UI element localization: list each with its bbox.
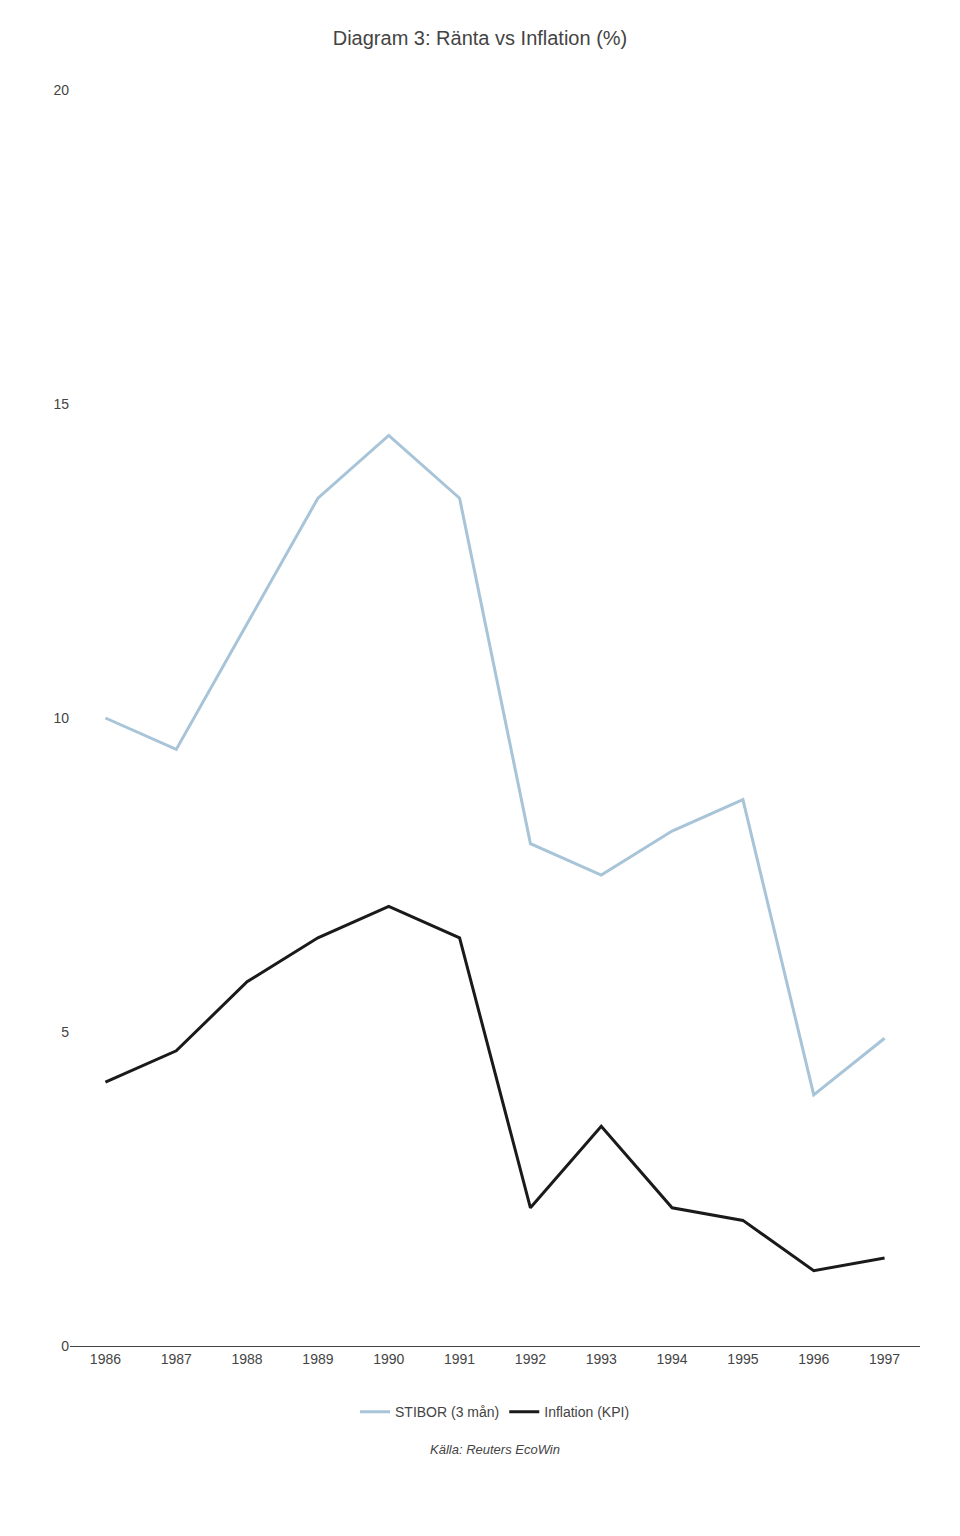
svg-text:1989: 1989 bbox=[302, 1351, 333, 1367]
svg-text:5: 5 bbox=[61, 1024, 69, 1040]
svg-text:1993: 1993 bbox=[586, 1351, 617, 1367]
svg-text:20: 20 bbox=[53, 82, 69, 98]
svg-text:0: 0 bbox=[61, 1338, 69, 1354]
svg-text:1991: 1991 bbox=[444, 1351, 475, 1367]
svg-text:1992: 1992 bbox=[515, 1351, 546, 1367]
svg-text:Källa: Reuters EcoWin: Källa: Reuters EcoWin bbox=[430, 1442, 560, 1457]
svg-text:10: 10 bbox=[53, 710, 69, 726]
svg-text:1995: 1995 bbox=[727, 1351, 758, 1367]
svg-text:1996: 1996 bbox=[798, 1351, 829, 1367]
svg-text:Inflation (KPI): Inflation (KPI) bbox=[544, 1404, 629, 1420]
svg-text:1987: 1987 bbox=[161, 1351, 192, 1367]
svg-text:15: 15 bbox=[53, 396, 69, 412]
svg-text:1988: 1988 bbox=[232, 1351, 263, 1367]
svg-text:1994: 1994 bbox=[657, 1351, 688, 1367]
svg-text:1997: 1997 bbox=[869, 1351, 900, 1367]
svg-text:1986: 1986 bbox=[90, 1351, 121, 1367]
svg-text:Diagram 3: Ränta vs Inflation: Diagram 3: Ränta vs Inflation (%) bbox=[333, 27, 628, 49]
svg-text:STIBOR (3 mån): STIBOR (3 mån) bbox=[395, 1404, 499, 1420]
svg-text:1990: 1990 bbox=[373, 1351, 404, 1367]
